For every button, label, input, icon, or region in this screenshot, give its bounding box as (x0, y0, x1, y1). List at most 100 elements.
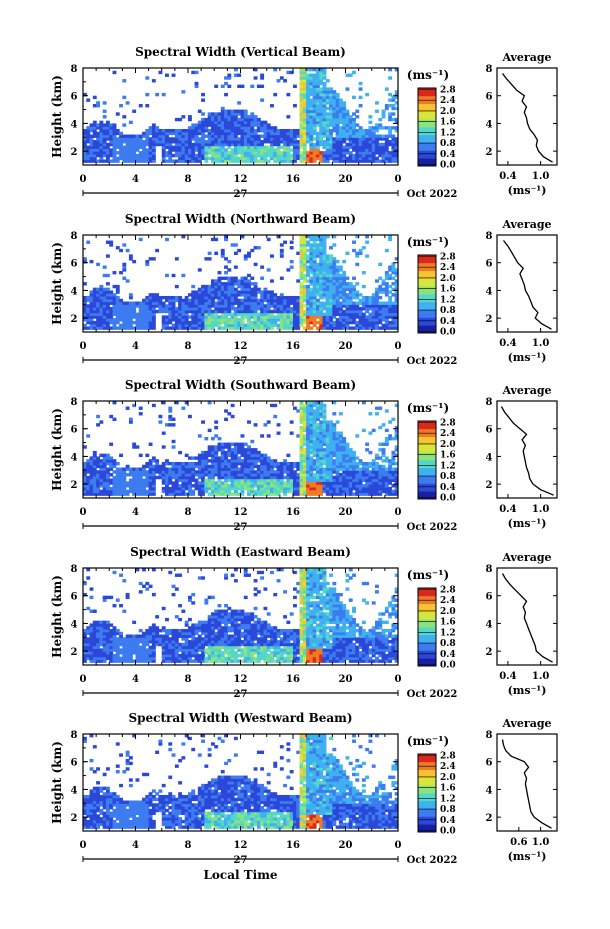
heatmap-cell (112, 461, 117, 466)
heatmap-cell (338, 104, 343, 108)
heatmap-cell (224, 320, 228, 325)
heatmap-cell (312, 409, 317, 413)
heatmap-cell (191, 312, 196, 316)
heatmap-cell (230, 475, 235, 480)
heatmap-cell (92, 148, 97, 152)
heatmap-cell (293, 142, 297, 147)
heatmap-cell (112, 484, 117, 488)
heatmap-cell (345, 448, 350, 452)
heatmap-cell (102, 312, 107, 316)
heatmap-cell (178, 315, 183, 319)
heatmap-cell (207, 428, 212, 433)
heatmap-cell (332, 284, 337, 289)
heatmap-cell (325, 271, 330, 275)
heatmap-cell (276, 145, 281, 149)
heatmap-cell (293, 312, 297, 316)
heatmap-cell (338, 448, 343, 452)
heatmap-cell (86, 148, 91, 152)
heatmap-cell (201, 312, 206, 316)
heatmap-cell (329, 489, 333, 494)
heatmap-cell (122, 156, 127, 161)
heatmap-cell (342, 315, 347, 319)
heatmap-cell (171, 153, 176, 158)
heatmap-cell (201, 287, 206, 292)
heatmap-cell (253, 307, 258, 311)
heatmap-cell (394, 268, 398, 272)
heatmap-cell (112, 320, 117, 325)
heatmap-cell (181, 481, 186, 485)
heatmap-cell (348, 486, 353, 491)
heatmap-cell (86, 98, 91, 102)
heatmap-cell (384, 320, 389, 325)
heatmap-cell (201, 137, 206, 141)
heatmap-cell (201, 153, 206, 158)
heatmap-cell (148, 295, 153, 300)
heatmap-cell (273, 131, 278, 136)
heatmap-cell (276, 131, 281, 136)
heatmap-cell (86, 137, 91, 141)
heatmap-cell (319, 489, 324, 494)
heatmap-cell (161, 307, 166, 311)
heatmap-cell (338, 131, 343, 136)
heatmap-cell (342, 145, 347, 149)
heatmap-cell (312, 309, 317, 314)
heatmap-cell (240, 235, 245, 239)
heatmap-cell (243, 153, 248, 158)
heatmap-cell (273, 128, 278, 133)
heatmap-cell (204, 284, 209, 289)
heatmap-cell (306, 312, 311, 316)
heatmap-cell (217, 123, 222, 127)
heatmap-cell (207, 492, 212, 496)
heatmap-cell (286, 156, 291, 161)
heatmap-cell (171, 159, 176, 163)
heatmap-cell (220, 301, 225, 305)
panel-title: Spectral Width (Vertical Beam) (135, 45, 346, 59)
heatmap-cell (102, 298, 107, 303)
colorbar-tick-label: 0.0 (440, 161, 456, 171)
heatmap-cell (142, 315, 146, 319)
heatmap-cell (99, 284, 104, 289)
heatmap-cell (230, 117, 235, 122)
heatmap-cell (155, 298, 160, 303)
panel-2: Spectral Width (Southward Beam)2468Heigh… (50, 378, 558, 533)
heatmap-cell (361, 137, 366, 141)
heatmap-cell (210, 492, 215, 496)
heatmap-cell (332, 153, 337, 158)
heatmap-cell (299, 115, 304, 119)
heatmap-cell (132, 473, 137, 477)
heatmap-cell (243, 478, 248, 482)
heatmap-cell (233, 115, 238, 119)
heatmap-cell (201, 145, 206, 149)
heatmap-cell (368, 484, 373, 488)
heatmap-cell (312, 437, 317, 441)
heatmap-cell (302, 70, 307, 75)
heatmap-cell (230, 478, 235, 482)
heatmap-cell (227, 140, 232, 144)
heatmap-cell (381, 151, 386, 155)
heatmap-cell (197, 126, 202, 130)
heatmap-cell (335, 279, 340, 283)
heatmap-cell (191, 284, 196, 289)
heatmap-cell (201, 420, 206, 424)
heatmap-cell (210, 128, 215, 133)
heatmap-cell (204, 309, 209, 314)
heatmap-cell (224, 484, 228, 488)
colorbar-tick-label: 0.4 (440, 317, 456, 327)
heatmap-cell (348, 123, 353, 127)
heatmap-cell (302, 478, 307, 482)
heatmap-cell (86, 326, 91, 330)
avg-profile-line (502, 240, 552, 330)
heatmap-cell (194, 486, 199, 491)
heatmap-cell (325, 117, 330, 122)
heatmap-cell (365, 309, 370, 314)
heatmap-cell (342, 309, 347, 314)
heatmap-cell (214, 137, 219, 141)
heatmap-cell (148, 301, 153, 305)
heatmap-cell (115, 137, 120, 141)
heatmap-cell (309, 92, 314, 97)
heatmap-cell (109, 240, 114, 244)
heatmap-cell (227, 279, 232, 283)
heatmap-cell (348, 282, 353, 286)
heatmap-cell (138, 304, 143, 308)
heatmap-cell (250, 298, 255, 303)
